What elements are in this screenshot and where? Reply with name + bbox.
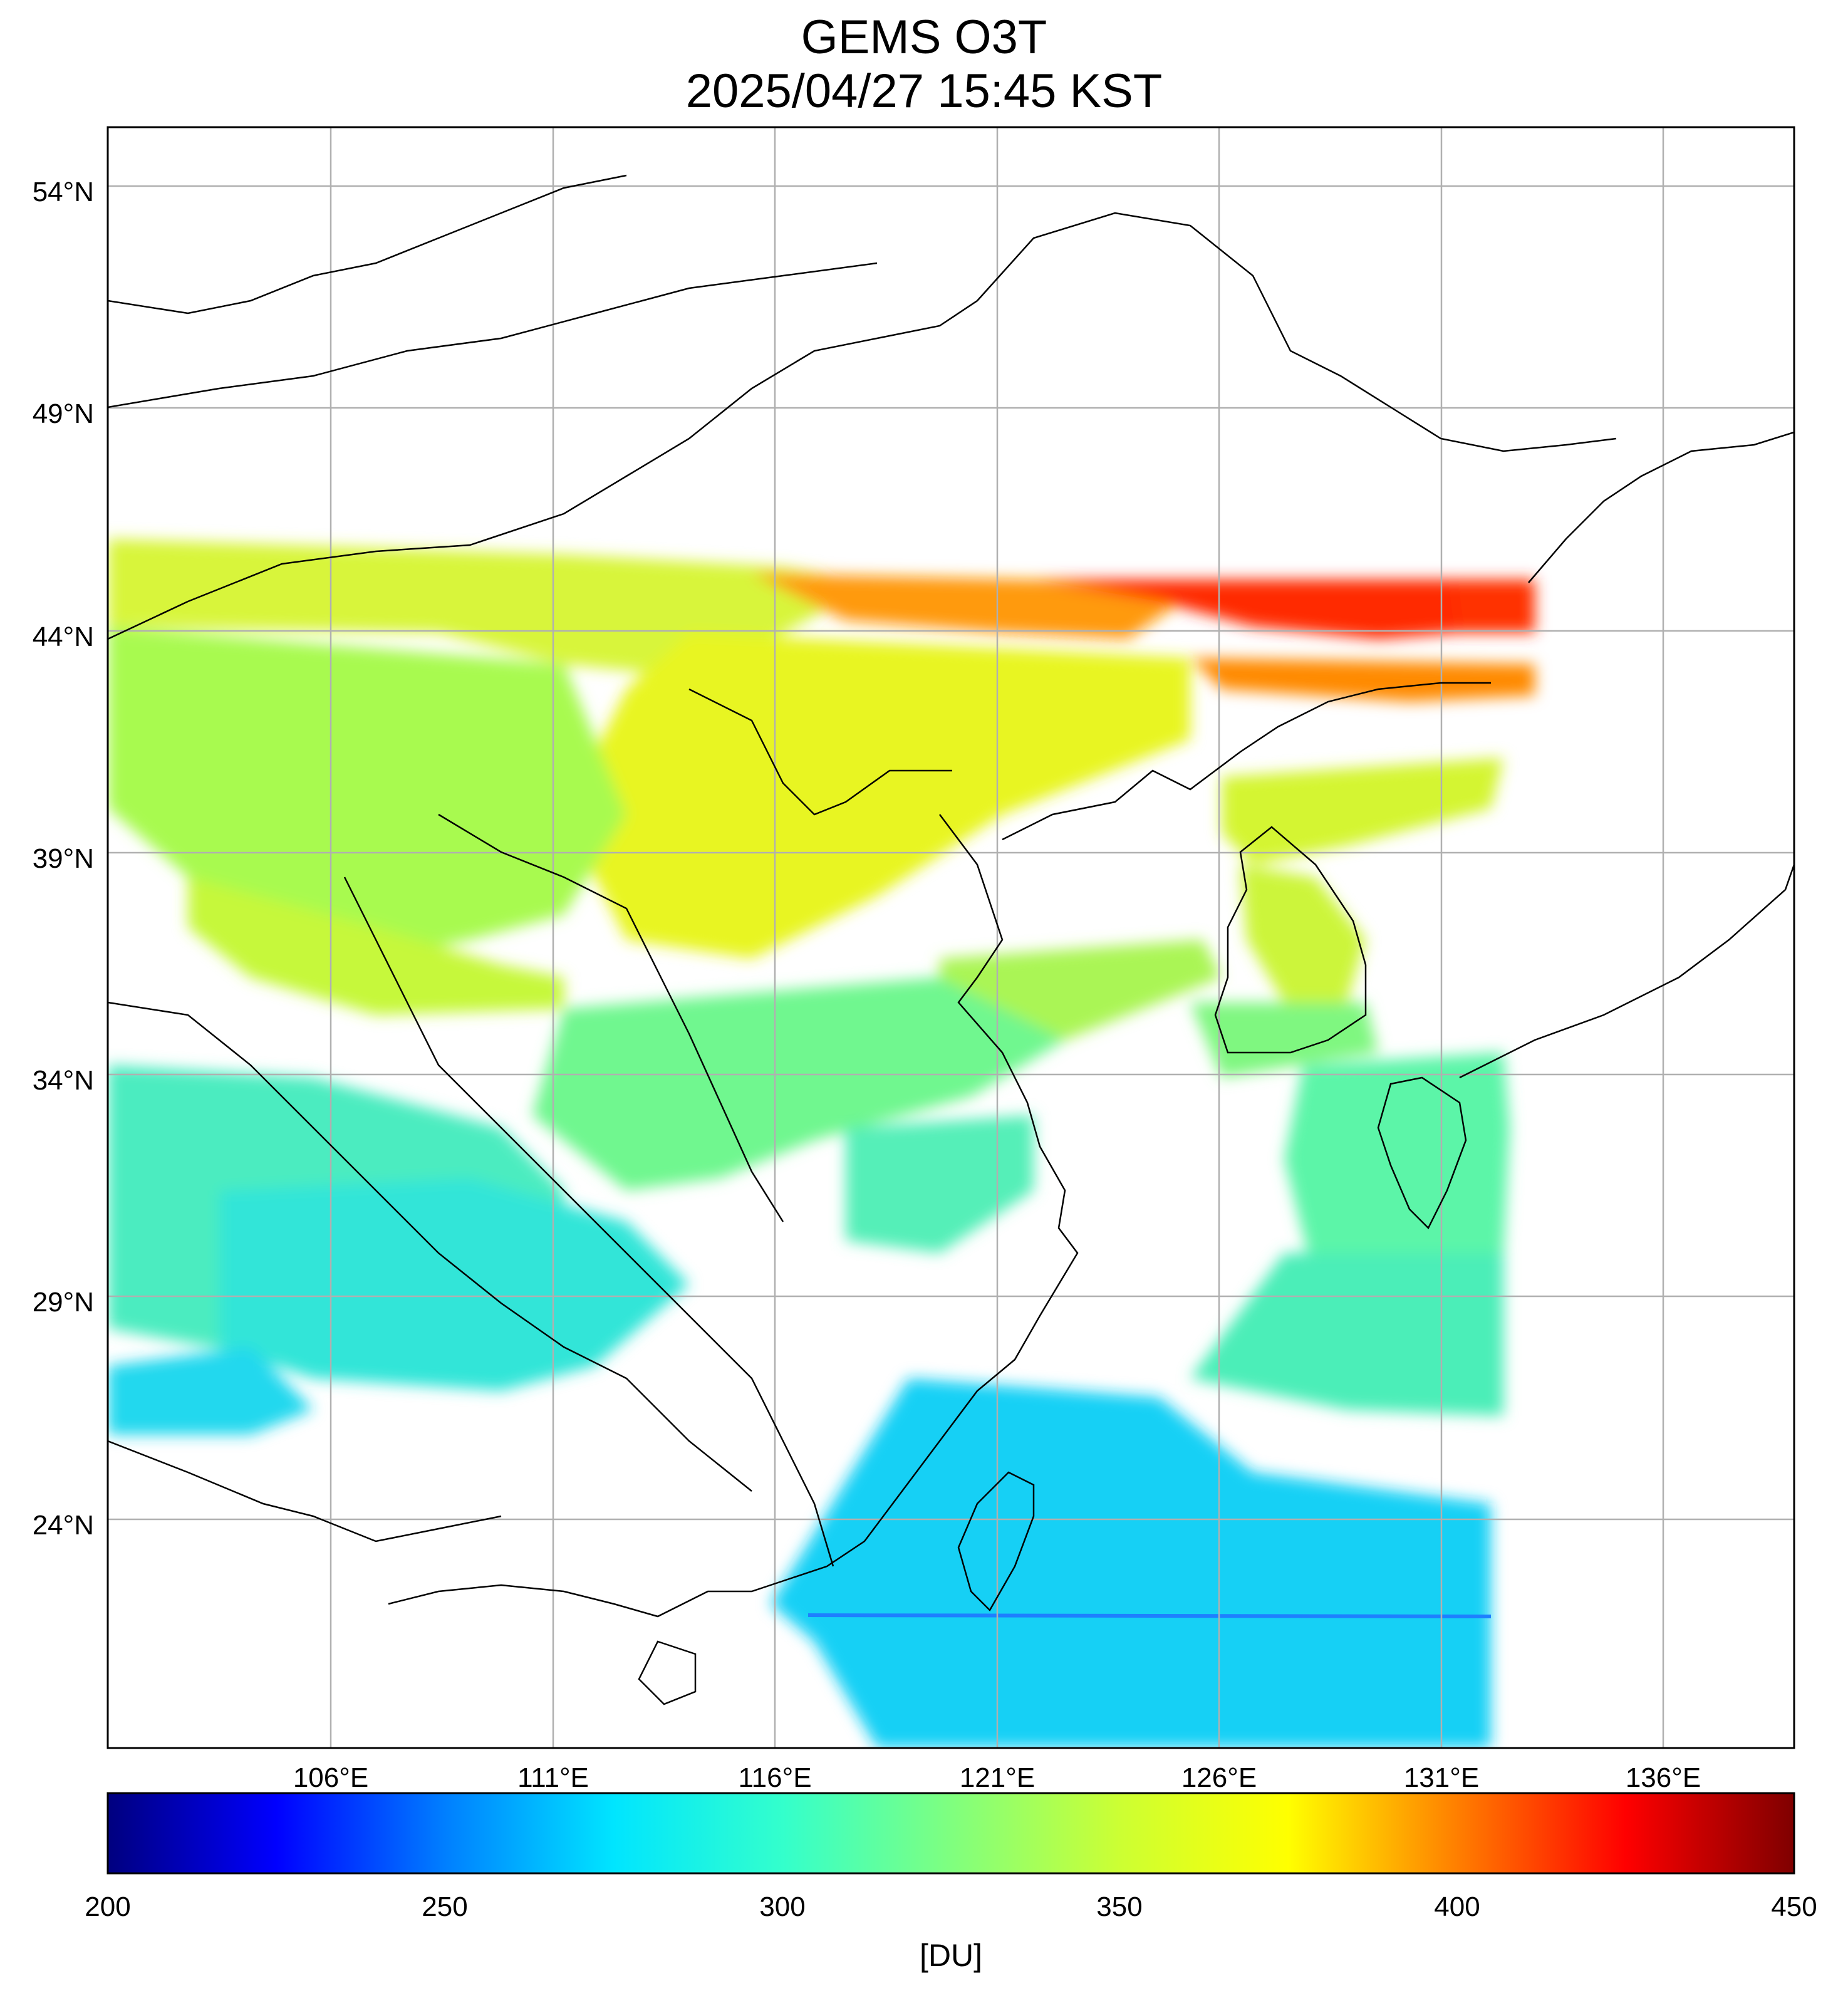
colorbar-tick-300: 300 <box>759 1891 805 1922</box>
lon-label-111: 111°E <box>517 1762 589 1793</box>
border-north-1 <box>108 174 627 315</box>
ozone-band-guangxi <box>108 1347 313 1435</box>
ozone-band-japan <box>1284 1053 1510 1316</box>
ozone-band-south <box>219 1178 689 1391</box>
ozone-band-red-east <box>1453 580 1535 633</box>
colorbar-tick-350: 350 <box>1096 1891 1142 1922</box>
lat-label-49: 49°N <box>33 398 94 429</box>
ozone-band-southkorea <box>1190 1002 1378 1078</box>
colorbar-tick-200: 200 <box>85 1891 130 1922</box>
coast-hainan <box>638 1640 697 1705</box>
coast-bohai <box>1002 682 1491 841</box>
colorbar-tick-450: 450 <box>1771 1891 1817 1922</box>
ozone-band-red <box>1034 580 1535 639</box>
ozone-band-korea-south <box>1240 865 1366 1002</box>
map-frame <box>106 126 1795 1749</box>
ozone-band-yellow-west <box>188 877 564 1015</box>
ozone-band-yellow-mid <box>564 633 1190 959</box>
colorbar-label: [DU] <box>920 1938 982 1973</box>
ozone-band-pacific <box>1190 1253 1503 1416</box>
lon-label-126: 126°E <box>1181 1762 1257 1793</box>
gridlines <box>108 127 1794 1748</box>
coastlines <box>108 174 1794 1705</box>
lon-label-136: 136°E <box>1626 1762 1701 1793</box>
ozone-band-central <box>532 977 1065 1190</box>
map-title: GEMS O3T <box>801 11 1047 64</box>
colorbar-tick-400: 400 <box>1434 1891 1480 1922</box>
map-subtitle: 2025/04/27 15:45 KST <box>685 65 1163 118</box>
lat-label-54: 54°N <box>33 177 94 207</box>
lon-label-131: 131°E <box>1404 1762 1479 1793</box>
lon-label-106: 106°E <box>293 1762 368 1793</box>
border-provinces-1 <box>688 688 952 816</box>
border-provinces-3 <box>343 877 834 1567</box>
border-provinces-4 <box>108 1001 752 1492</box>
ozone-band-orange <box>752 573 1190 639</box>
coast-kyushu <box>1377 1076 1467 1230</box>
orbit-stripe <box>807 1613 1492 1618</box>
border-provinces-5 <box>108 1440 502 1543</box>
ozone-band-china-east <box>846 1115 1034 1253</box>
ozone-band-taiwan <box>771 1378 1491 1748</box>
border-mongolia <box>108 212 1617 640</box>
coast-korea <box>1214 826 1367 1054</box>
lat-label-34: 34°N <box>33 1065 94 1096</box>
lat-label-39: 39°N <box>33 843 94 874</box>
ozone-band-green-west <box>108 627 626 959</box>
lat-label-24: 24°N <box>33 1510 94 1541</box>
coast-russia <box>1528 431 1794 583</box>
coast-south-china <box>388 1584 752 1618</box>
colorbar-tick-250: 250 <box>422 1891 467 1922</box>
border-provinces-2 <box>438 813 784 1222</box>
lon-label-116: 116°E <box>738 1762 811 1793</box>
lat-label-44: 44°N <box>33 622 94 652</box>
lon-label-121: 121°E <box>960 1762 1035 1793</box>
ozone-field <box>108 539 1535 1748</box>
ozone-band-orange-east <box>1190 658 1535 702</box>
coast-taiwan <box>957 1471 1035 1612</box>
colorbar <box>106 1792 1795 1875</box>
border-north-2 <box>108 262 878 408</box>
coast-honshu <box>1459 864 1794 1079</box>
lat-label-29: 29°N <box>33 1287 94 1318</box>
coast-china <box>751 814 1079 1593</box>
ozone-band-korea <box>1222 758 1503 865</box>
